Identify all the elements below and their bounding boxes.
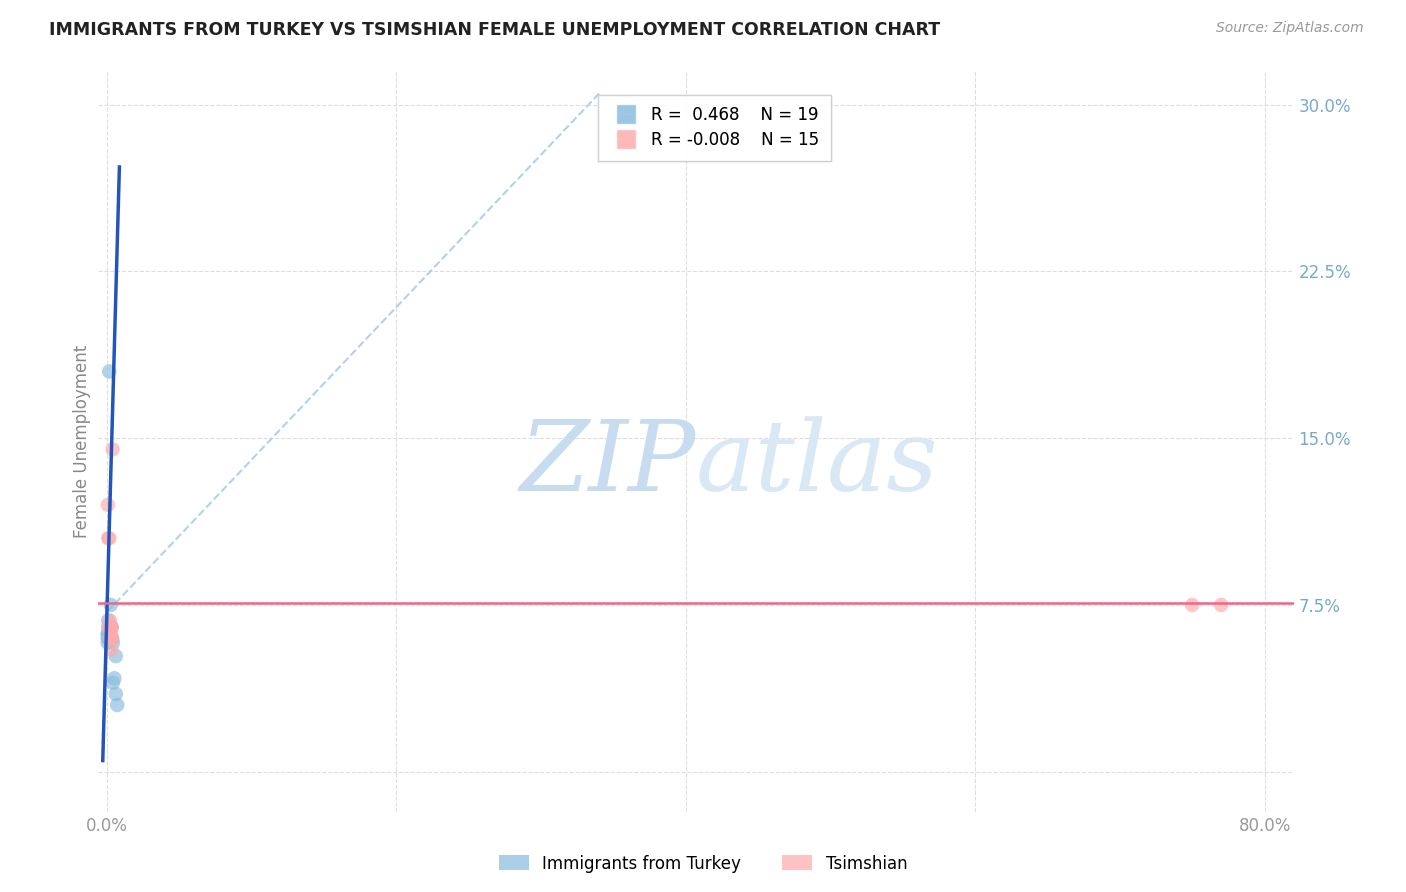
Point — [97, 632, 120, 646]
Text: IMMIGRANTS FROM TURKEY VS TSIMSHIAN FEMALE UNEMPLOYMENT CORRELATION CHART: IMMIGRANTS FROM TURKEY VS TSIMSHIAN FEMA… — [49, 21, 941, 38]
Point — [101, 442, 124, 457]
Point — [97, 627, 120, 641]
Point — [98, 364, 121, 378]
Point — [101, 636, 124, 650]
Point — [98, 531, 121, 545]
Point — [103, 671, 125, 685]
Point — [98, 632, 121, 646]
Point — [101, 632, 124, 646]
Legend: Immigrants from Turkey, Tsimshian: Immigrants from Turkey, Tsimshian — [492, 848, 914, 880]
Point — [104, 687, 127, 701]
Point — [98, 632, 121, 646]
Point — [105, 698, 128, 712]
Point — [97, 632, 120, 646]
Text: Source: ZipAtlas.com: Source: ZipAtlas.com — [1216, 21, 1364, 35]
Point — [1181, 598, 1204, 612]
Text: atlas: atlas — [696, 416, 939, 511]
Point — [97, 614, 120, 628]
Point — [100, 620, 122, 634]
Point — [97, 531, 120, 545]
Point — [97, 498, 120, 512]
Point — [100, 632, 122, 646]
Point — [98, 614, 121, 628]
Point — [104, 649, 127, 664]
Point — [100, 620, 122, 634]
Point — [1211, 598, 1233, 612]
Legend: R =  0.468    N = 19, R = -0.008    N = 15: R = 0.468 N = 19, R = -0.008 N = 15 — [598, 95, 831, 161]
Point — [97, 627, 120, 641]
Point — [100, 642, 122, 657]
Point — [97, 636, 120, 650]
Point — [100, 620, 122, 634]
Point — [100, 620, 122, 634]
Point — [100, 632, 122, 646]
Point — [101, 675, 124, 690]
Y-axis label: Female Unemployment: Female Unemployment — [73, 345, 91, 538]
Point — [97, 620, 120, 634]
Text: ZIP: ZIP — [520, 416, 696, 511]
Point — [100, 598, 122, 612]
Point — [100, 624, 122, 639]
Point — [97, 620, 120, 634]
